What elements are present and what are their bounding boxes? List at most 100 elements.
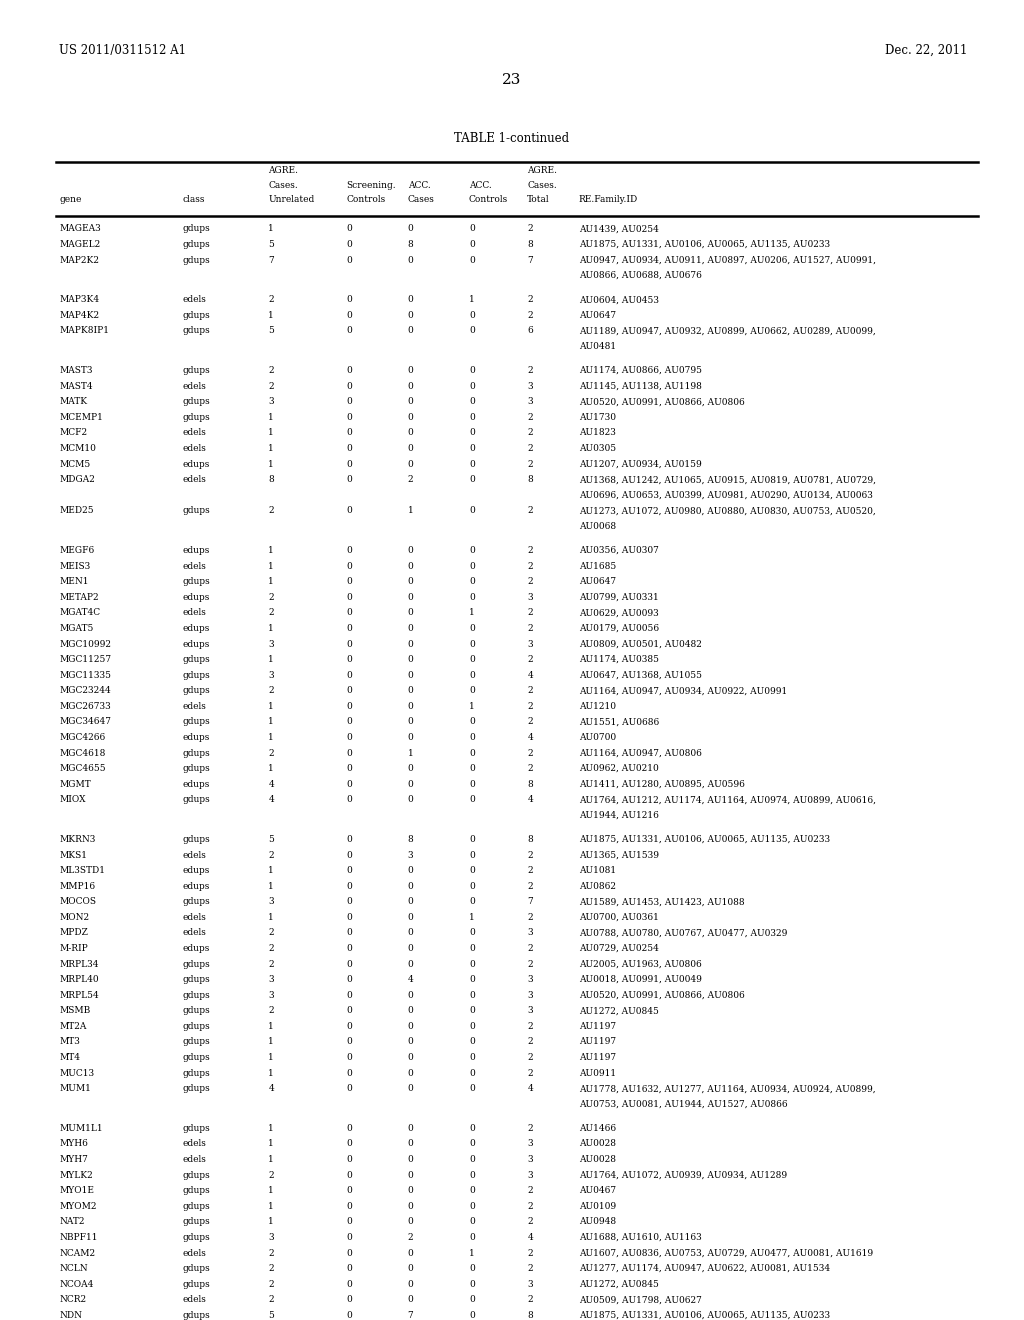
Text: 2: 2	[268, 1171, 273, 1180]
Text: 0: 0	[469, 717, 475, 726]
Text: edups: edups	[182, 624, 210, 632]
Text: Cases.: Cases.	[268, 181, 298, 190]
Text: 0: 0	[469, 780, 475, 788]
Text: AU0647: AU0647	[579, 310, 615, 319]
Text: 0: 0	[469, 1201, 475, 1210]
Text: 0: 0	[346, 780, 352, 788]
Text: 0: 0	[346, 256, 352, 264]
Text: 3: 3	[527, 381, 532, 391]
Text: 0: 0	[469, 944, 475, 953]
Text: MUC13: MUC13	[59, 1069, 94, 1077]
Text: 0: 0	[346, 429, 352, 437]
Text: gdups: gdups	[182, 326, 210, 335]
Text: 0: 0	[469, 1265, 475, 1272]
Text: MGC4266: MGC4266	[59, 733, 105, 742]
Text: 0: 0	[346, 444, 352, 453]
Text: 3: 3	[527, 397, 532, 407]
Text: 3: 3	[527, 639, 532, 648]
Text: AU1273, AU1072, AU0980, AU0880, AU0830, AU0753, AU0520,: AU1273, AU1072, AU0980, AU0880, AU0830, …	[579, 507, 876, 515]
Text: 0: 0	[408, 960, 414, 969]
Text: 3: 3	[268, 639, 273, 648]
Text: 0: 0	[469, 850, 475, 859]
Text: 4: 4	[527, 795, 534, 804]
Text: AU0962, AU0210: AU0962, AU0210	[579, 764, 658, 774]
Text: MGC10992: MGC10992	[59, 639, 112, 648]
Text: 1: 1	[268, 702, 274, 710]
Text: gdups: gdups	[182, 1233, 210, 1242]
Text: gdups: gdups	[182, 1069, 210, 1077]
Text: 1: 1	[469, 1249, 475, 1258]
Text: 2: 2	[527, 702, 532, 710]
Text: 0: 0	[408, 1217, 414, 1226]
Text: 0: 0	[469, 444, 475, 453]
Text: MGC4655: MGC4655	[59, 764, 106, 774]
Text: 3: 3	[527, 991, 532, 999]
Text: 2: 2	[268, 944, 273, 953]
Text: 0: 0	[346, 1265, 352, 1272]
Text: 2: 2	[268, 1295, 273, 1304]
Text: 1: 1	[268, 624, 274, 632]
Text: 0: 0	[408, 913, 414, 921]
Text: 1: 1	[408, 748, 414, 758]
Text: 0: 0	[469, 928, 475, 937]
Text: 0: 0	[346, 882, 352, 891]
Text: 0: 0	[469, 1187, 475, 1195]
Text: AU0604, AU0453: AU0604, AU0453	[579, 296, 658, 305]
Text: gdups: gdups	[182, 1265, 210, 1272]
Text: 0: 0	[408, 1006, 414, 1015]
Text: US 2011/0311512 A1: US 2011/0311512 A1	[59, 44, 186, 57]
Text: AGRE.: AGRE.	[268, 166, 298, 176]
Text: gdups: gdups	[182, 256, 210, 264]
Text: 2: 2	[527, 850, 532, 859]
Text: 0: 0	[346, 928, 352, 937]
Text: 0: 0	[408, 1249, 414, 1258]
Text: 3: 3	[527, 1006, 532, 1015]
Text: 0: 0	[346, 1155, 352, 1164]
Text: 0: 0	[346, 686, 352, 696]
Text: AU0028: AU0028	[579, 1139, 615, 1148]
Text: 4: 4	[268, 1084, 274, 1093]
Text: 0: 0	[408, 224, 414, 234]
Text: 0: 0	[469, 836, 475, 843]
Text: 0: 0	[346, 1295, 352, 1304]
Text: 2: 2	[527, 866, 532, 875]
Text: MYO1E: MYO1E	[59, 1187, 94, 1195]
Text: MED25: MED25	[59, 507, 94, 515]
Text: 0: 0	[469, 1311, 475, 1320]
Text: 2: 2	[527, 1053, 532, 1063]
Text: 2: 2	[268, 686, 273, 696]
Text: 0: 0	[346, 624, 352, 632]
Text: 2: 2	[527, 1022, 532, 1031]
Text: 0: 0	[346, 1233, 352, 1242]
Text: 2: 2	[527, 1069, 532, 1077]
Text: AU1189, AU0947, AU0932, AU0899, AU0662, AU0289, AU0099,: AU1189, AU0947, AU0932, AU0899, AU0662, …	[579, 326, 876, 335]
Text: 2: 2	[527, 913, 532, 921]
Text: Controls: Controls	[469, 195, 508, 205]
Text: 2: 2	[408, 475, 413, 484]
Text: 0: 0	[408, 639, 414, 648]
Text: edups: edups	[182, 639, 210, 648]
Text: edels: edels	[182, 561, 206, 570]
Text: 8: 8	[527, 836, 534, 843]
Text: edels: edels	[182, 928, 206, 937]
Text: gdups: gdups	[182, 764, 210, 774]
Text: 0: 0	[408, 609, 414, 618]
Text: NCLN: NCLN	[59, 1265, 88, 1272]
Text: 0: 0	[346, 748, 352, 758]
Text: 3: 3	[527, 975, 532, 985]
Text: gdups: gdups	[182, 686, 210, 696]
Text: 0: 0	[346, 671, 352, 680]
Text: AU0509, AU1798, AU0627: AU0509, AU1798, AU0627	[579, 1295, 701, 1304]
Text: MMP16: MMP16	[59, 882, 95, 891]
Text: 0: 0	[346, 609, 352, 618]
Text: 1: 1	[268, 1187, 274, 1195]
Text: 0: 0	[469, 866, 475, 875]
Text: MEN1: MEN1	[59, 577, 89, 586]
Text: 0: 0	[469, 413, 475, 422]
Text: 0: 0	[346, 1187, 352, 1195]
Text: 2: 2	[527, 1201, 532, 1210]
Text: AU1197: AU1197	[579, 1053, 615, 1063]
Text: AU0018, AU0991, AU0049: AU0018, AU0991, AU0049	[579, 975, 701, 985]
Text: 0: 0	[408, 866, 414, 875]
Text: 0: 0	[469, 1084, 475, 1093]
